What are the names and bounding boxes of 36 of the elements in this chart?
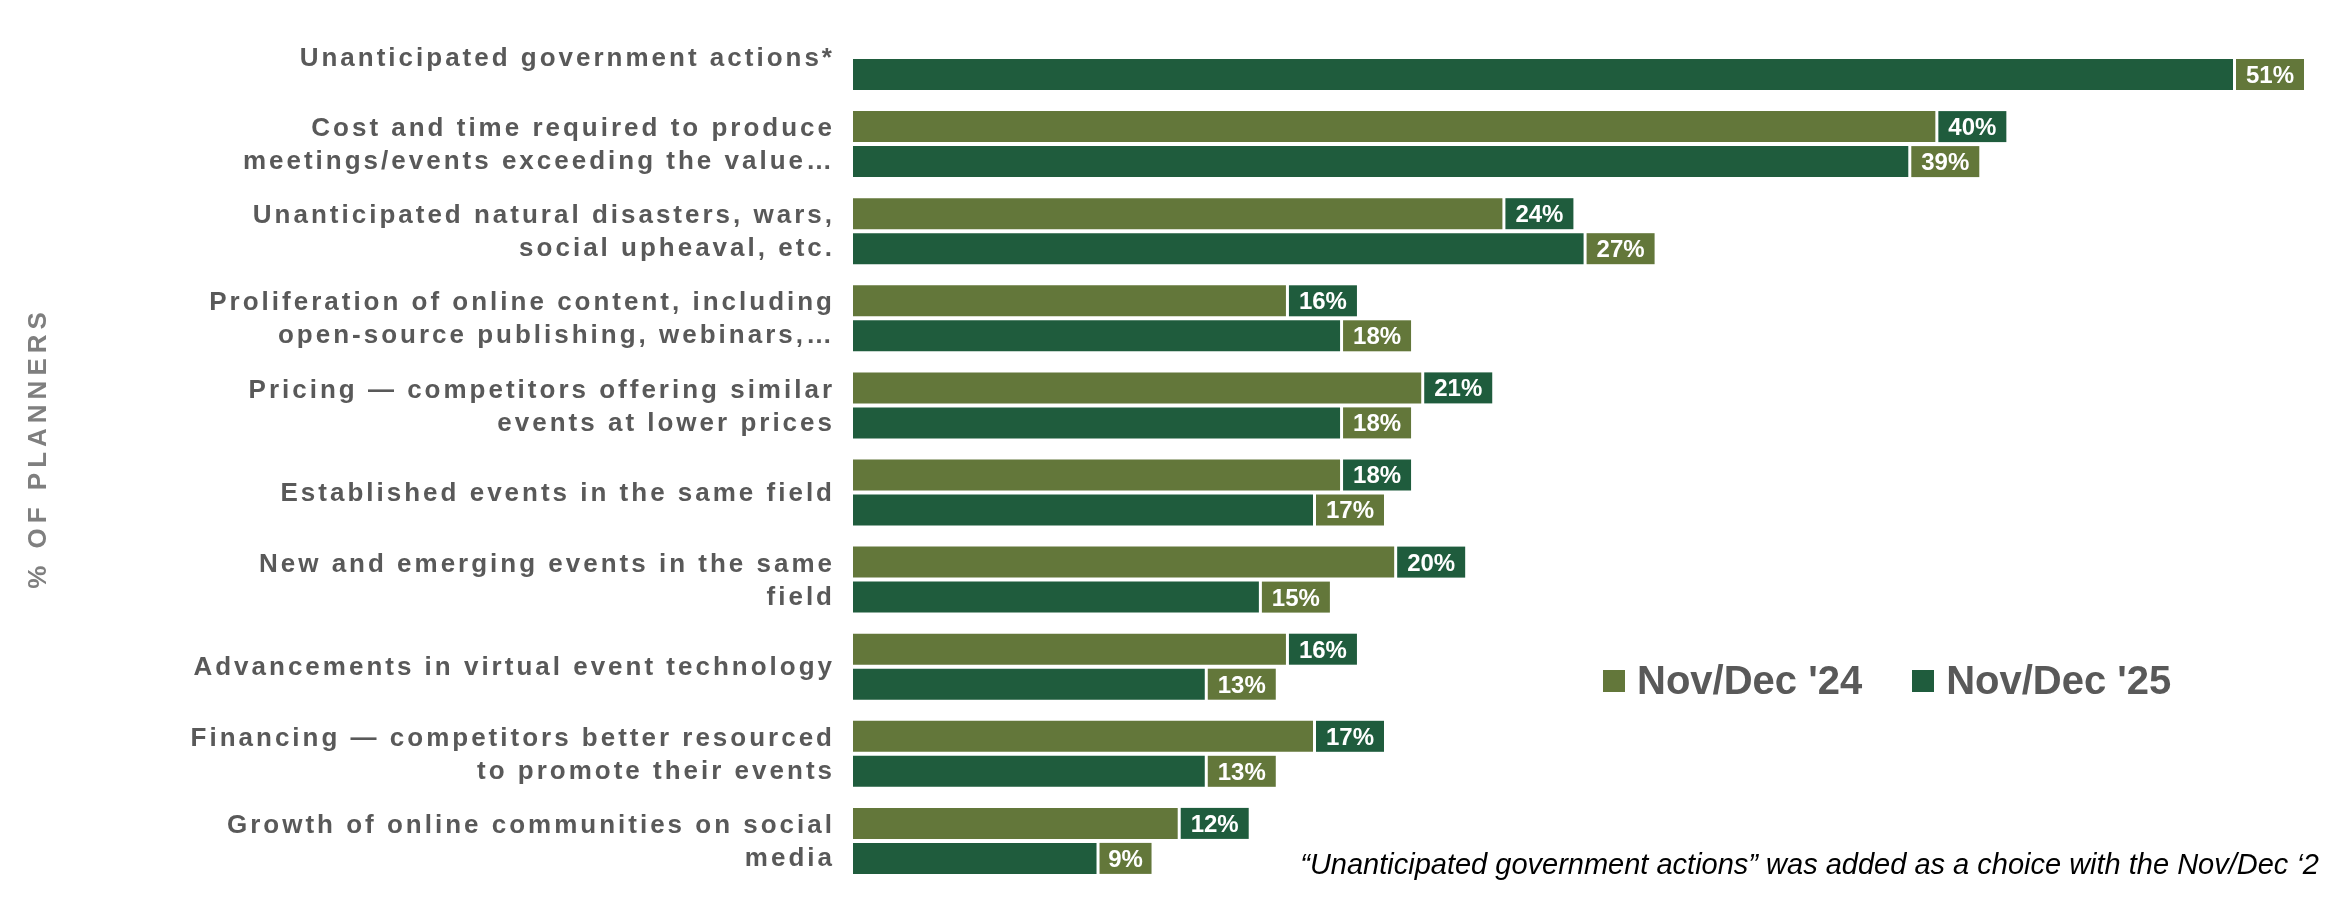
data-label: 18%	[1353, 322, 1402, 350]
text: % OF PLANNERS	[22, 307, 52, 589]
bar	[853, 59, 2233, 90]
data-label: 13%	[1217, 670, 1266, 698]
data-label: 21%	[1434, 374, 1483, 402]
annotation: “Unanticipated government actions” was added as a choice with the Nov/Dec ‘2	[1300, 848, 2319, 881]
data-label: 39%	[1921, 148, 1970, 175]
data-label: 15%	[1271, 583, 1320, 611]
data-label: 18%	[1353, 409, 1402, 437]
y-tick-label: Growth of online communities on social media	[226, 809, 835, 873]
y-tick-label: New and emerging events in the same field	[258, 547, 835, 611]
data-label: 9%	[1108, 844, 1143, 872]
y-tick-label: Advancements in virtual event technology	[193, 651, 835, 682]
data-label: 17%	[1325, 496, 1375, 524]
data-label: 16%	[1298, 287, 1347, 315]
y-tick-label: Cost and time required to produce meetings/events exceeding the value…	[242, 112, 835, 176]
y-tick-label: Pricing — competitors offering similar events at lower prices	[248, 373, 835, 437]
y-tick-label: Established events in the same field	[280, 477, 835, 508]
data-label: 13%	[1217, 757, 1266, 785]
y-tick-label: Proliferation of online content, including open-source publishing, webinars,…	[209, 286, 835, 350]
y-tick-label: Unanticipated government actions*	[299, 41, 835, 72]
data-label: 17%	[1325, 722, 1375, 750]
data-label: 27%	[1596, 235, 1645, 263]
data-label: 18%	[1353, 461, 1402, 489]
y-tick-label: Financing — competitors better resourced to promote their events	[190, 721, 835, 785]
data-label: 24%	[1515, 200, 1564, 228]
data-label: 12%	[1190, 809, 1239, 837]
data-label: 51%	[2245, 60, 2295, 88]
legend-label: Nov/Dec '24	[1637, 658, 1863, 703]
y-tick-label: Unanticipated natural disasters, wars, social upheaval, etc.	[252, 199, 835, 263]
data-label: 16%	[1298, 635, 1347, 663]
bar	[853, 494, 1313, 526]
data-label: 20%	[1407, 548, 1456, 576]
bar	[853, 720, 1313, 752]
legend-label: Nov/Dec '25	[1946, 658, 2172, 703]
data-label: 40%	[1948, 113, 1997, 140]
